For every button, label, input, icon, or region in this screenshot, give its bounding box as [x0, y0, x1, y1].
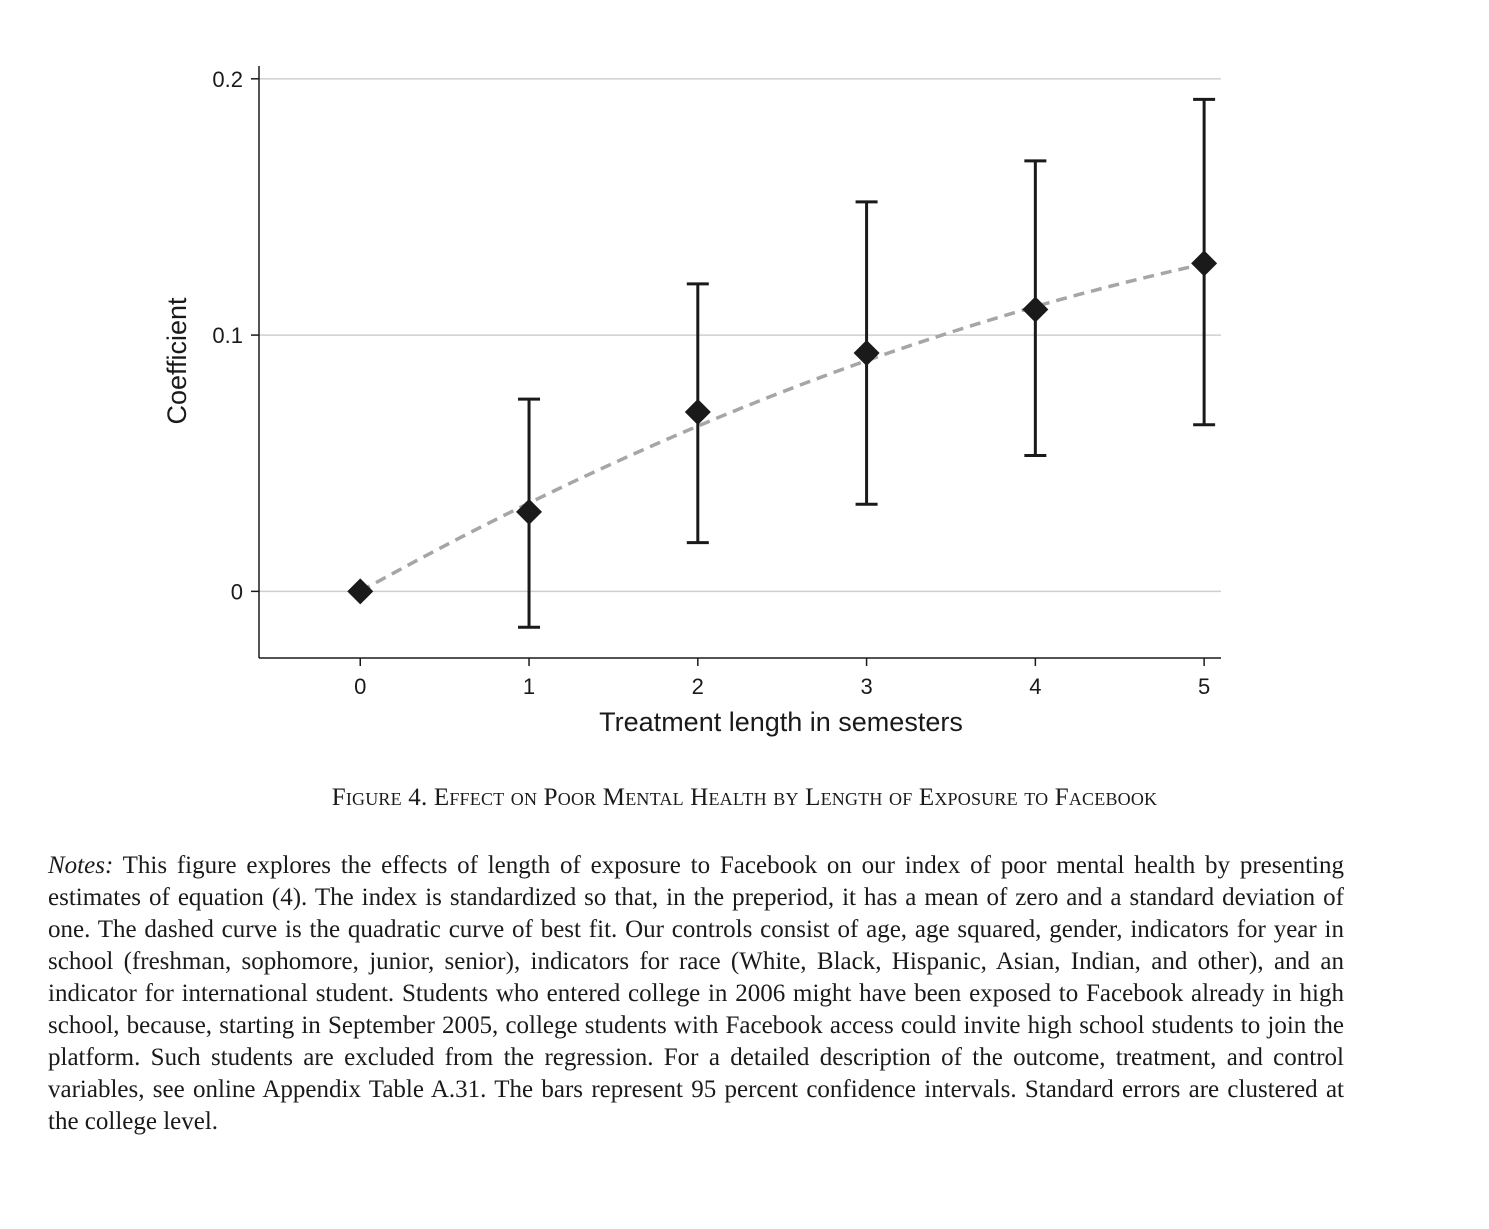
figure-notes: Notes: This figure explores the effects …	[48, 850, 1344, 1138]
y-tick-label: 0.2	[212, 67, 243, 92]
data-point	[516, 498, 543, 525]
data-points	[347, 250, 1218, 605]
data-point	[1191, 250, 1218, 277]
data-point	[347, 578, 374, 605]
y-axis-title: Coefficient	[162, 297, 192, 425]
axes	[251, 66, 1221, 666]
notes-label: Notes:	[48, 852, 114, 879]
x-tick-label: 1	[523, 674, 535, 699]
x-tick-label: 4	[1029, 674, 1041, 699]
gridlines	[259, 78, 1221, 593]
tick-labels: 0 0.1 0.2 0 1 2 3 4 5	[212, 67, 1210, 699]
data-point	[684, 398, 711, 425]
x-tick-label: 2	[692, 674, 704, 699]
data-point	[1022, 296, 1049, 323]
x-tick-label: 5	[1198, 674, 1210, 699]
y-tick-label: 0.1	[212, 323, 243, 348]
x-tick-label: 0	[354, 674, 366, 699]
notes-text: This figure explores the effects of leng…	[48, 852, 1344, 1135]
chart: 0 0.1 0.2 0 1 2 3 4 5 Treatment length in semest…	[162, 66, 1221, 737]
fit-curve	[359, 262, 1205, 593]
x-tick-label: 3	[860, 674, 872, 699]
data-point	[853, 340, 880, 367]
fit-curve-layer	[359, 262, 1205, 593]
figure-caption: Figure 4. Effect on Poor Mental Health b…	[331, 784, 1158, 811]
y-tick-label: 0	[231, 579, 243, 604]
x-axis-title: Treatment length in semesters	[599, 707, 963, 737]
